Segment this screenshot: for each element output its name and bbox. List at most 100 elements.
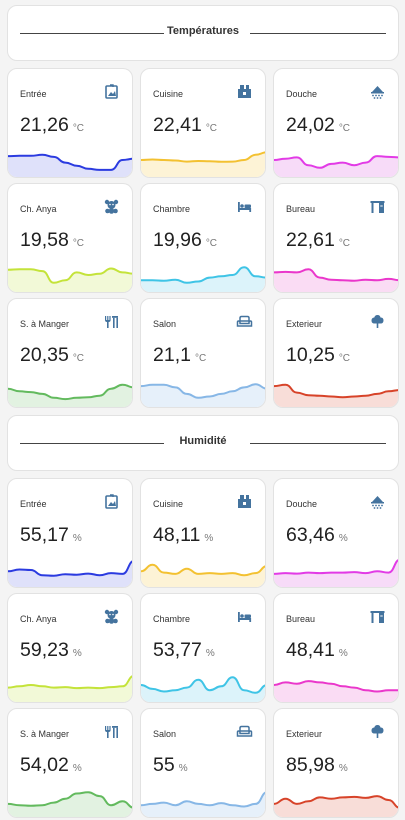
history-fill	[141, 152, 265, 177]
sensor-unit: %	[178, 763, 188, 774]
history-graph	[8, 675, 132, 702]
sensor-value: 22,61 °C	[286, 229, 350, 252]
history-line	[274, 680, 398, 693]
sensor-value: 48,11%	[153, 524, 213, 547]
history-graph	[274, 680, 398, 702]
sensor-unit: °C	[194, 353, 207, 364]
divider	[20, 33, 164, 34]
sofa-icon	[236, 315, 253, 327]
history-graph	[8, 267, 132, 292]
sensor-card[interactable]: Douche 24,02 °C	[273, 68, 399, 178]
dining-icon	[105, 316, 118, 328]
sensor-card[interactable]: Cuisine 48,11%	[140, 478, 266, 588]
sensor-unit: %	[72, 533, 82, 544]
sensor-reading: 10,25	[286, 344, 335, 366]
sensor-value: 53,77%	[153, 639, 215, 662]
sensor-reading: 55,17	[20, 524, 69, 546]
sensor-card[interactable]: Exterieur 85,98%	[273, 708, 399, 818]
sensor-unit: %	[205, 648, 215, 659]
sensor-unit: %	[338, 533, 348, 544]
history-line	[8, 675, 132, 690]
sensor-name: Douche	[286, 499, 318, 509]
sensor-card[interactable]: Cuisine 22,41 °C	[140, 68, 266, 178]
sensor-card[interactable]: Salon 55%	[140, 708, 266, 818]
sensor-name: Ch. Anya	[20, 204, 57, 214]
sensor-card[interactable]: Ch. Anya 19,58 °C	[7, 183, 133, 293]
sensor-card[interactable]: Douche 63,46%	[273, 478, 399, 588]
fridge-icon	[238, 495, 251, 508]
history-line	[8, 791, 132, 809]
sensor-name: S. à Manger	[20, 319, 70, 329]
sensor-unit: %	[72, 648, 82, 659]
sensor-value: 21,1 °C	[153, 344, 206, 367]
history-graph	[274, 383, 398, 407]
door-icon	[105, 84, 118, 99]
tree-icon	[371, 725, 384, 738]
sensor-card[interactable]: Ch. Anya 59,23%	[7, 593, 133, 703]
sensor-unit: °C	[72, 353, 85, 364]
sensor-name: Entrée	[20, 89, 47, 99]
history-line	[274, 155, 398, 169]
sensor-value: 55%	[153, 754, 188, 777]
sensor-card[interactable]: Bureau 22,61 °C	[273, 183, 399, 293]
sensor-name: Entrée	[20, 499, 47, 509]
sensor-value: 63,46%	[286, 524, 348, 547]
history-line	[141, 791, 265, 808]
sensor-card[interactable]: S. à Manger 20,35 °C	[7, 298, 133, 408]
sensor-reading: 21,1	[153, 344, 191, 366]
section-title: Humidité	[179, 435, 227, 447]
history-line	[141, 383, 265, 399]
history-fill	[274, 681, 398, 702]
sensor-card[interactable]: Salon 21,1 °C	[140, 298, 266, 408]
section-header: Humidité	[7, 415, 399, 471]
sensor-unit: %	[338, 648, 348, 659]
sensor-value: 10,25 °C	[286, 344, 350, 367]
sensor-card[interactable]: Exterieur 10,25 °C	[273, 298, 399, 408]
sensor-reading: 19,58	[20, 229, 69, 251]
sensor-unit: °C	[72, 123, 85, 134]
sensor-card[interactable]: Entrée 21,26 °C	[7, 68, 133, 178]
sensor-card[interactable]: S. à Manger 54,02%	[7, 708, 133, 818]
history-fill	[141, 564, 265, 587]
history-line	[141, 676, 265, 694]
dining-icon	[105, 726, 118, 738]
sensor-unit: %	[204, 533, 214, 544]
sensor-value: 59,23%	[20, 639, 82, 662]
sensor-name: Salon	[153, 319, 177, 329]
history-line	[274, 559, 398, 575]
history-line	[141, 151, 265, 163]
bed-icon	[238, 202, 252, 212]
sensor-unit: °C	[205, 238, 218, 249]
teddy-bear-icon	[104, 609, 119, 624]
sensor-card[interactable]: Entrée 55,17%	[7, 478, 133, 588]
sensor-reading: 54,02	[20, 754, 69, 776]
sensor-value: 55,17%	[20, 524, 82, 547]
sensor-reading: 24,02	[286, 114, 335, 136]
sensor-reading: 59,23	[20, 639, 69, 661]
history-graph	[8, 791, 132, 817]
sensor-name: Bureau	[286, 614, 316, 624]
history-fill	[141, 267, 265, 292]
history-line	[8, 560, 132, 577]
sensor-value: 20,35 °C	[20, 344, 84, 367]
sensor-card[interactable]: Chambre 53,77%	[140, 593, 266, 703]
history-fill	[274, 560, 398, 587]
sensor-card[interactable]: Chambre 19,96 °C	[140, 183, 266, 293]
sensor-name: Chambre	[153, 204, 191, 214]
sensor-card[interactable]: Bureau 48,41%	[273, 593, 399, 703]
history-graph	[141, 676, 265, 702]
history-graph	[8, 560, 132, 587]
sensor-name: Exterieur	[286, 729, 323, 739]
history-fill	[8, 268, 132, 292]
divider	[250, 443, 386, 444]
sensor-unit: °C	[338, 238, 351, 249]
fridge-icon	[238, 85, 251, 98]
history-graph	[141, 151, 265, 177]
history-graph	[274, 559, 398, 587]
history-line	[8, 267, 132, 284]
sensor-value: 19,96 °C	[153, 229, 217, 252]
sensor-value: 21,26 °C	[20, 114, 84, 137]
history-line	[274, 383, 398, 399]
history-graph	[141, 791, 265, 817]
sensor-reading: 22,61	[286, 229, 335, 251]
